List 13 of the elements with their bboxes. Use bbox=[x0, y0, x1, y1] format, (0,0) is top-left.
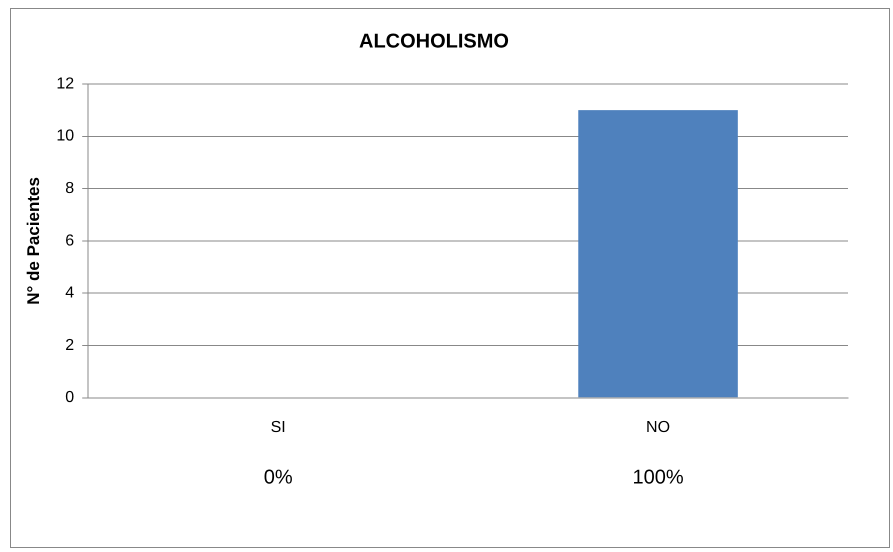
text: 0% bbox=[264, 466, 293, 488]
x-tick-label: SI bbox=[270, 418, 286, 436]
y-tick-label: 10 bbox=[56, 128, 74, 145]
y-tick-label: 4 bbox=[65, 284, 74, 302]
y-axis-title: N° de Pacientes bbox=[24, 177, 43, 305]
y-tick-label: 8 bbox=[65, 180, 74, 198]
y-tick-label: 6 bbox=[65, 232, 74, 250]
y-tick-label: 0 bbox=[65, 389, 74, 406]
chart-title: ALCOHOLISMO bbox=[359, 30, 509, 53]
text: 100% bbox=[632, 466, 684, 488]
y-tick-label: 12 bbox=[56, 75, 74, 92]
y-tick-label: 2 bbox=[65, 336, 74, 354]
x-tick-label: NO bbox=[646, 418, 670, 436]
